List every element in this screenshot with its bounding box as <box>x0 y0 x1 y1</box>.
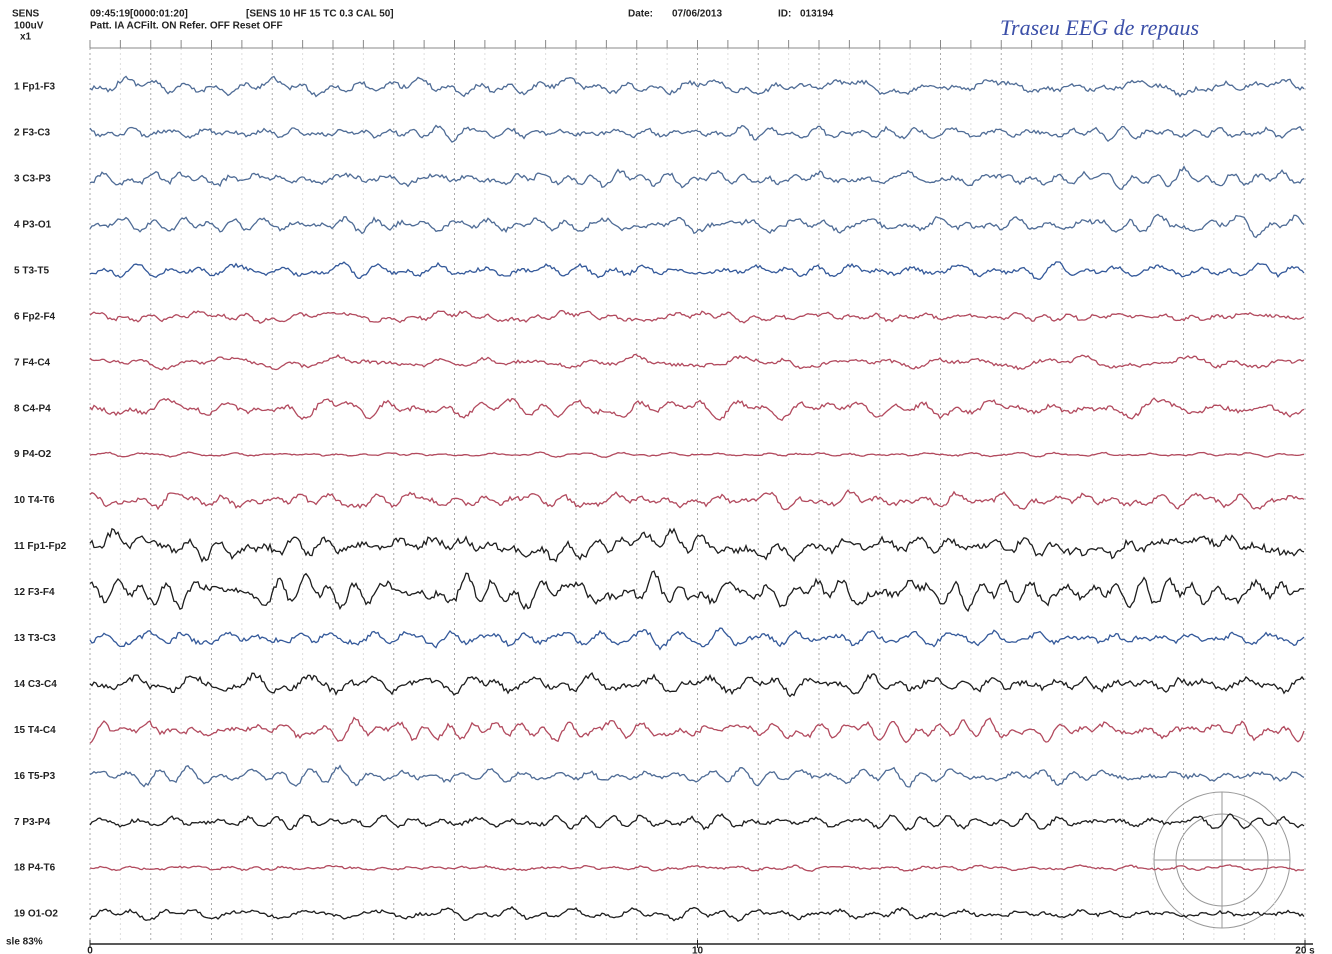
channel-label: 8 C4-P4 <box>14 403 51 414</box>
eeg-trace <box>89 764 1305 788</box>
eeg-trace <box>89 75 1305 98</box>
scale: sle 83% <box>6 937 43 948</box>
handwritten-note: Traseu EEG de repaus <box>1000 15 1199 40</box>
channel-label: 4 P3-O1 <box>14 219 52 230</box>
eeg-trace <box>89 124 1305 143</box>
eeg-trace <box>89 527 1305 563</box>
time: 09:45:19[0000:01:20] <box>90 9 188 20</box>
eeg-trace <box>89 213 1305 239</box>
eeg-trace <box>89 309 1305 324</box>
channel-label: 18 P4-T6 <box>14 863 56 874</box>
eeg-trace <box>89 165 1305 190</box>
eeg-trace <box>89 672 1305 698</box>
eeg-trace <box>89 716 1305 744</box>
eeg-trace <box>89 812 1305 832</box>
x-tick-label: 10 <box>692 946 704 954</box>
eeg-trace <box>89 864 1305 872</box>
eeg-trace <box>89 570 1305 613</box>
channel-label: 16 T5-P3 <box>14 771 56 782</box>
channel-label: 19 O1-O2 <box>14 909 58 920</box>
sens: SENS <box>12 9 40 20</box>
eeg-trace <box>89 451 1305 458</box>
eeg-trace <box>89 489 1305 511</box>
channel-label: 5 T3-T5 <box>14 265 49 276</box>
channel-label: 2 F3-C3 <box>14 128 51 139</box>
x-tick-label: 20 s <box>1295 946 1315 954</box>
channel-label: 14 C3-C4 <box>14 679 57 690</box>
channel-label: 11 Fp1-Fp2 <box>14 541 67 552</box>
date: 07/06/2013 <box>672 9 722 20</box>
channel-label: 7 P3-P4 <box>14 817 51 828</box>
settings: [SENS 10 HF 15 TC 0.3 CAL 50] <box>246 9 394 20</box>
eeg-trace <box>89 261 1305 280</box>
x-tick-label: 0 <box>87 946 93 954</box>
id-label: ID: <box>778 9 791 20</box>
channel-label: 3 C3-P3 <box>14 174 51 185</box>
channel-label: 7 F4-C4 <box>14 357 51 368</box>
head-diagram <box>1153 791 1291 929</box>
settings-line: Patt. IA ACFilt. ON Refer. OFF Reset OFF <box>90 21 283 32</box>
channel-label: 15 T4-C4 <box>14 725 56 736</box>
channel-label: 1 Fp1-F3 <box>14 82 56 93</box>
sensitivity: 100uV <box>14 21 44 32</box>
eeg-trace <box>89 905 1305 923</box>
eeg-trace <box>89 627 1305 651</box>
channel-label: 9 P4-O2 <box>14 449 52 460</box>
channel-label: 12 F3-F4 <box>14 587 55 598</box>
date-label: Date: <box>628 9 653 20</box>
channel-label: 6 Fp2-F4 <box>14 311 56 322</box>
channel-label: 13 T3-C3 <box>14 633 56 644</box>
gain: x1 <box>20 32 32 43</box>
id: 013194 <box>800 9 834 20</box>
channel-label: 10 T4-T6 <box>14 495 55 506</box>
eeg-trace <box>89 353 1305 371</box>
eeg-trace <box>89 397 1305 422</box>
